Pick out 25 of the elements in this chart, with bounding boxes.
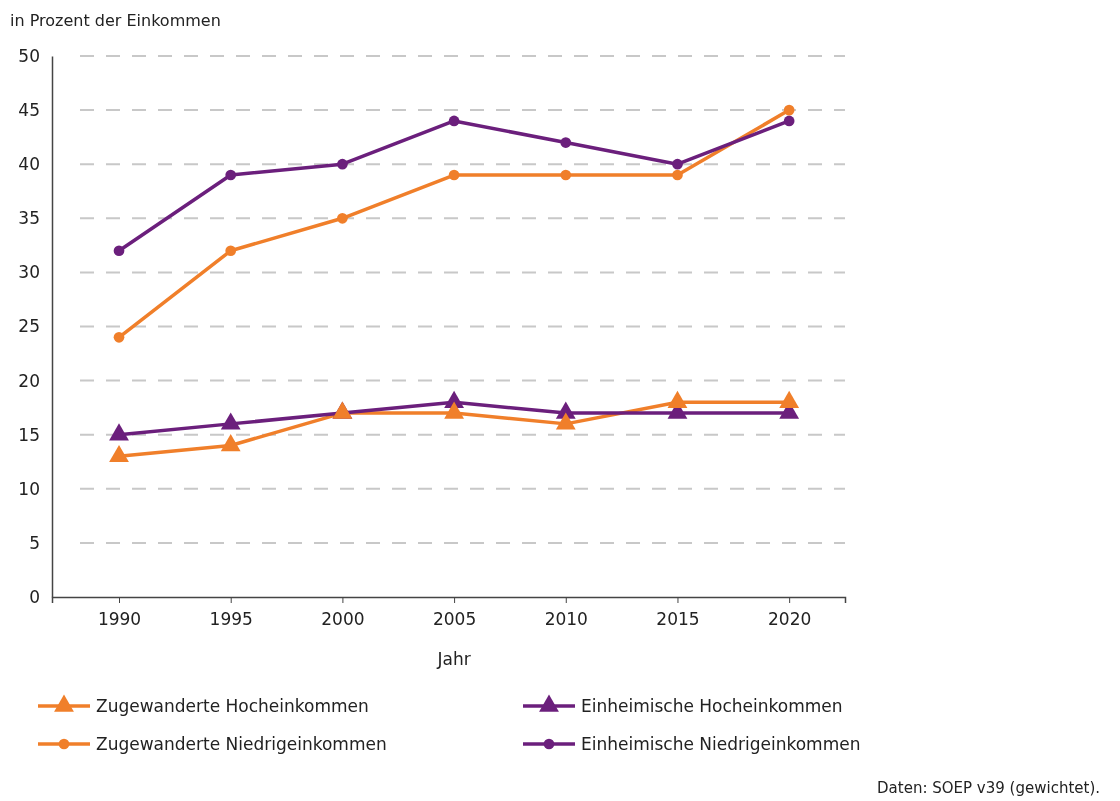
y-tick-label: 5 xyxy=(29,532,40,553)
x-tick-label: 1990 xyxy=(97,609,142,630)
text: Daten: SOEP v39 (gewichtet). xyxy=(877,779,1100,797)
x-tick-label: 2015 xyxy=(656,609,700,630)
y-tick-label: 10 xyxy=(18,478,40,499)
y-tick-label: 35 xyxy=(18,208,40,229)
y-tick-label: 40 xyxy=(18,154,40,175)
x-tick-label: 2005 xyxy=(432,609,477,630)
y-tick-label: 45 xyxy=(18,100,40,121)
y-tick-label: 30 xyxy=(18,262,40,283)
legend-label: Zugewanderte Niedrigeinkommen xyxy=(96,734,387,754)
legend-label: Einheimische Niedrigeinkommen xyxy=(581,734,861,754)
legend-label: Zugewanderte Hocheinkommen xyxy=(96,696,369,716)
x-tick-label: 2020 xyxy=(768,609,812,630)
y-tick-label: 20 xyxy=(18,370,40,391)
y-tick-label: 0 xyxy=(29,586,40,607)
x-tick-label: 2000 xyxy=(321,609,365,630)
y-tick-label: 25 xyxy=(18,316,40,337)
y-tick-label: 50 xyxy=(18,45,40,66)
x-tick-label: 1995 xyxy=(209,609,253,630)
x-axis-title: Jahr xyxy=(436,649,471,669)
y-axis-title: in Prozent der Einkommen xyxy=(10,11,221,30)
x-tick-label: 2010 xyxy=(544,609,588,630)
y-tick-label: 15 xyxy=(18,424,40,445)
legend-label: Einheimische Hocheinkommen xyxy=(581,696,843,716)
